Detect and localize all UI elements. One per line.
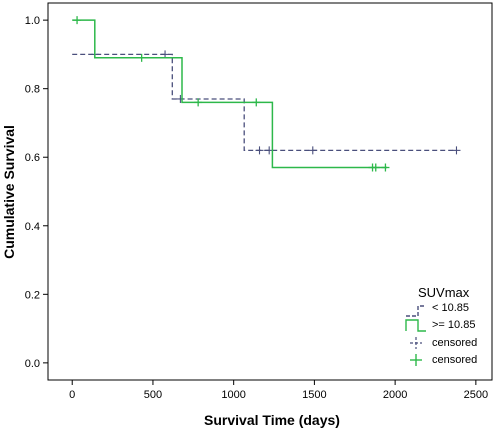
censored-marker [308, 146, 317, 155]
legend-label-low: < 10.85 [432, 302, 469, 314]
censored-marker [255, 146, 264, 155]
censored-marker [452, 146, 461, 155]
legend-label-censored-high: censored [432, 354, 477, 366]
x-tick-label: 0 [69, 389, 75, 401]
x-tick-label: 2000 [383, 389, 407, 401]
legend-label-censored-low: censored [432, 337, 477, 349]
x-axis-title: Survival Time (days) [204, 412, 340, 428]
x-tick-label: 2500 [464, 389, 488, 401]
legend-swatch-high [405, 319, 426, 332]
x-axis: 0 500 1000 1500 2000 2500 [69, 380, 488, 401]
censored-marker [252, 98, 261, 107]
y-tick-label: 0.6 [25, 152, 40, 164]
series-layer [72, 16, 461, 172]
y-tick-label: 0.0 [25, 358, 40, 370]
survival-curve-high [72, 19, 388, 169]
legend: SUVmax < 10.85 >= 10.85 censored censore… [405, 285, 477, 366]
x-tick-label: 1000 [221, 389, 245, 401]
y-tick-label: 0.2 [25, 289, 40, 301]
y-tick-label: 0.8 [25, 84, 40, 96]
censored-marker [73, 16, 82, 25]
censored-marker [194, 98, 203, 107]
censored-marker [137, 53, 146, 62]
y-tick-label: 0.4 [25, 221, 40, 233]
censored-marker [381, 163, 390, 172]
y-axis: 0.0 0.2 0.4 0.6 0.8 1.0 [25, 15, 48, 370]
legend-censored-low-marker [410, 337, 422, 349]
legend-swatch-low [406, 305, 426, 317]
legend-label-high: >= 10.85 [432, 319, 475, 331]
censored-marker [371, 163, 380, 172]
censored-marker [176, 94, 185, 103]
y-tick-label: 1.0 [25, 15, 40, 27]
legend-title: SUVmax [418, 285, 470, 300]
legend-censored-high-marker [410, 354, 422, 366]
x-tick-label: 1500 [302, 389, 326, 401]
y-axis-title: Cumulative Survival [1, 125, 17, 259]
plot-area [47, 2, 493, 381]
survival-curve-low [72, 53, 457, 152]
x-tick-label: 500 [144, 389, 162, 401]
